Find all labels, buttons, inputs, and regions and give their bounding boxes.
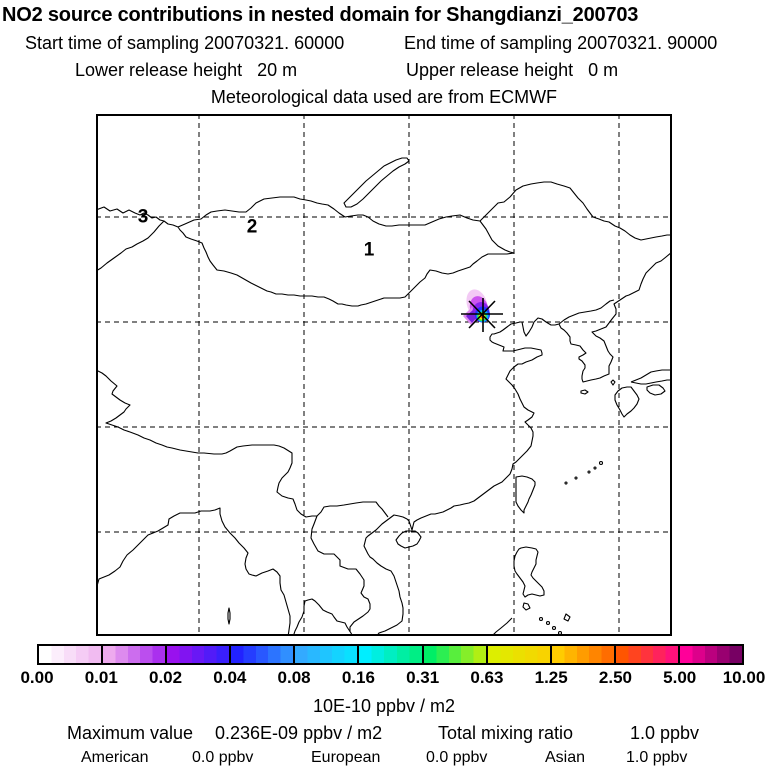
- lower-release-label: Lower release height 20 m: [75, 60, 298, 80]
- contribution-label-european: European: [311, 749, 381, 766]
- colorbar-units-label: 10E-10 ppbv / m2: [312, 696, 456, 716]
- colorbar-segment: [549, 646, 614, 663]
- page-title: NO2 source contributions in nested domai…: [2, 4, 639, 26]
- colorbar-tick-label: 0.02: [148, 668, 183, 687]
- upper-release-label: Upper release height 0 m: [406, 60, 619, 80]
- met-source-label: Meteorological data used are from ECMWF: [210, 87, 558, 107]
- colorbar-tick-label: 0.01: [84, 668, 118, 687]
- station-marker: [461, 298, 503, 332]
- colorbar-tick-label: 0.31: [406, 668, 440, 687]
- colorbar-segment: [613, 646, 678, 663]
- total-mixing-ratio-label: Total mixing ratio: [438, 723, 574, 743]
- colorbar-tick-labels: 0.00 0.01 0.02 0.04 0.08 0.16 0.31 0.63 1.25 2.50…: [20, 668, 765, 687]
- colorbar-tick-label: 2.50: [598, 668, 632, 687]
- colorbar-segment: [677, 646, 743, 663]
- max-value: 0.236E-09 ppbv / m2: [215, 723, 383, 743]
- colorbar-tick-label: 0.08: [277, 668, 311, 687]
- region-label-1: 1: [363, 239, 375, 261]
- end-time-label: End time of sampling 20070321. 90000: [404, 33, 718, 53]
- colorbar-tick-label: 0.00: [20, 668, 54, 687]
- contribution-label-american: American: [81, 749, 149, 766]
- colorbar-tick-label: 0.63: [470, 668, 504, 687]
- colorbar-segment: [357, 646, 422, 663]
- start-time-label: Start time of sampling 20070321. 60000: [25, 33, 345, 53]
- map-panel: 1 2 3: [96, 114, 672, 636]
- total-mixing-ratio-value: 1.0 ppbv: [630, 723, 700, 743]
- region-label-3: 3: [137, 206, 149, 228]
- colorbar-tick-label: 1.25: [534, 668, 568, 687]
- contribution-value-american: 0.0 ppbv: [192, 749, 254, 766]
- colorbar-segment: [165, 646, 230, 663]
- region-label-2: 2: [246, 216, 258, 238]
- contribution-value-asian: 1.0 ppbv: [626, 749, 688, 766]
- max-value-label: Maximum value: [67, 723, 194, 743]
- map-svg: [96, 114, 672, 636]
- colorbar-segment: [293, 646, 358, 663]
- colorbar-segment: [101, 646, 166, 663]
- colorbar-tick-label: 0.04: [213, 668, 247, 687]
- colorbar-tick-label: 10.00: [722, 668, 766, 687]
- colorbar-segment: [421, 646, 486, 663]
- colorbar-tick-label: 0.16: [341, 668, 375, 687]
- colorbar-segment: [39, 646, 102, 663]
- colorbar: [37, 644, 744, 665]
- contribution-label-asian: Asian: [545, 749, 586, 766]
- colorbar-segment: [485, 646, 550, 663]
- grid-lines: [96, 114, 672, 636]
- coastlines: [96, 157, 672, 636]
- contribution-value-european: 0.0 ppbv: [426, 749, 488, 766]
- colorbar-segment: [229, 646, 294, 663]
- colorbar-tick-label: 5.00: [663, 668, 697, 687]
- map-border: [96, 114, 672, 636]
